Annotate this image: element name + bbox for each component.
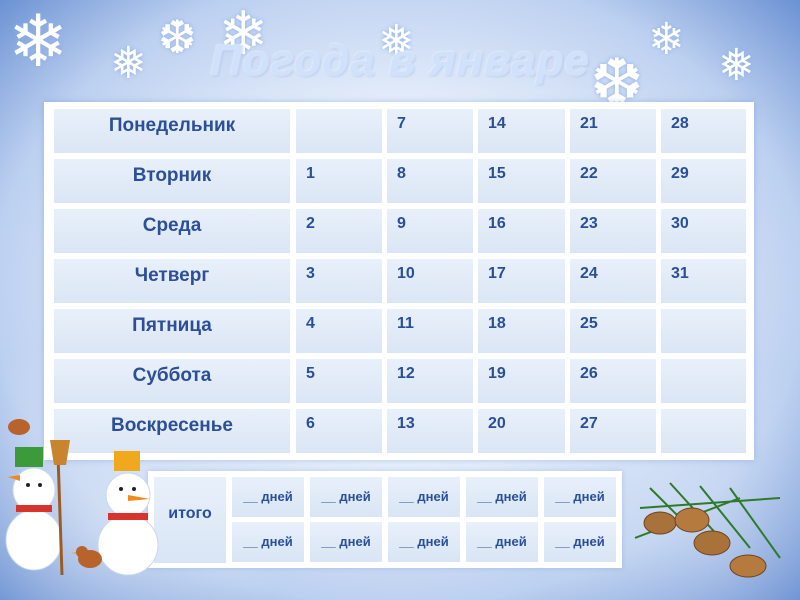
days-count-cell: __ дней	[466, 522, 538, 562]
days-count-cell: __ дней	[388, 477, 460, 517]
snowflake-icon: ❆	[158, 11, 197, 63]
date-cell: 21	[570, 109, 656, 153]
date-cell: 24	[570, 259, 656, 303]
days-count-cell: __ дней	[466, 477, 538, 517]
days-count-cell: __ дней	[310, 477, 382, 517]
snowflake-icon: ❅	[718, 41, 755, 90]
date-cell: 16	[478, 209, 565, 253]
date-cell: 8	[387, 159, 473, 203]
date-cell: 3	[296, 259, 382, 303]
date-cell: 11	[387, 309, 473, 353]
date-cell: 4	[296, 309, 382, 353]
date-cell: 12	[387, 359, 473, 403]
date-cell: 13	[387, 409, 473, 453]
date-cell: 2	[296, 209, 382, 253]
day-name-cell: Понедельник	[54, 109, 290, 153]
date-cell: 29	[661, 159, 746, 203]
snowflake-icon: ❅	[110, 39, 147, 88]
bird-icon	[71, 546, 102, 568]
day-name-cell: Суббота	[54, 359, 290, 403]
snowflake-icon: ❅	[378, 17, 415, 66]
snowflake-icon: ❄	[648, 15, 685, 64]
day-name-cell: Пятница	[54, 309, 290, 353]
day-name-cell: Четверг	[54, 259, 290, 303]
date-cell: 25	[570, 309, 656, 353]
days-count-cell: __ дней	[544, 522, 616, 562]
date-cell: 18	[478, 309, 565, 353]
date-cell: 14	[478, 109, 565, 153]
date-cell: 27	[570, 409, 656, 453]
date-cell: 15	[478, 159, 565, 203]
date-cell: 7	[387, 109, 473, 153]
total-table: итого __ дней __ дней __ дней __ дней __ дней…	[148, 471, 622, 568]
date-cell	[661, 359, 746, 403]
date-cell: 31	[661, 259, 746, 303]
day-name-cell: Воскресенье	[54, 409, 290, 453]
days-count-cell: __ дней	[544, 477, 616, 517]
date-cell: 20	[478, 409, 565, 453]
date-cell: 5	[296, 359, 382, 403]
days-count-cell: __ дней	[232, 522, 304, 562]
date-cell	[661, 309, 746, 353]
snowman-icon	[97, 451, 159, 576]
day-name-cell: Вторник	[54, 159, 290, 203]
snowflake-icon: ❄	[8, 2, 69, 82]
day-name-cell: Среда	[54, 209, 290, 253]
total-label: итого	[154, 477, 226, 563]
pinecone-icon	[634, 482, 781, 578]
date-cell: 22	[570, 159, 656, 203]
date-cell: 28	[661, 109, 746, 153]
days-count-cell: __ дней	[232, 477, 304, 517]
page-title: Погода в январе	[210, 36, 590, 85]
snowman-icon	[5, 419, 70, 576]
date-cell	[661, 409, 746, 453]
date-cell: 19	[478, 359, 565, 403]
date-cell: 26	[570, 359, 656, 403]
date-cell	[296, 109, 382, 153]
date-cell: 30	[661, 209, 746, 253]
days-count-cell: __ дней	[388, 522, 460, 562]
snowflake-icon: ❄	[218, 0, 269, 67]
date-cell: 6	[296, 409, 382, 453]
date-cell: 1	[296, 159, 382, 203]
date-cell: 9	[387, 209, 473, 253]
days-count-cell: __ дней	[310, 522, 382, 562]
date-cell: 23	[570, 209, 656, 253]
date-cell: 17	[478, 259, 565, 303]
calendar-table: Понедельник 7 14 21 28 Вторник 1 8 15 22 29 Среда 2 9…	[44, 102, 754, 460]
date-cell: 10	[387, 259, 473, 303]
